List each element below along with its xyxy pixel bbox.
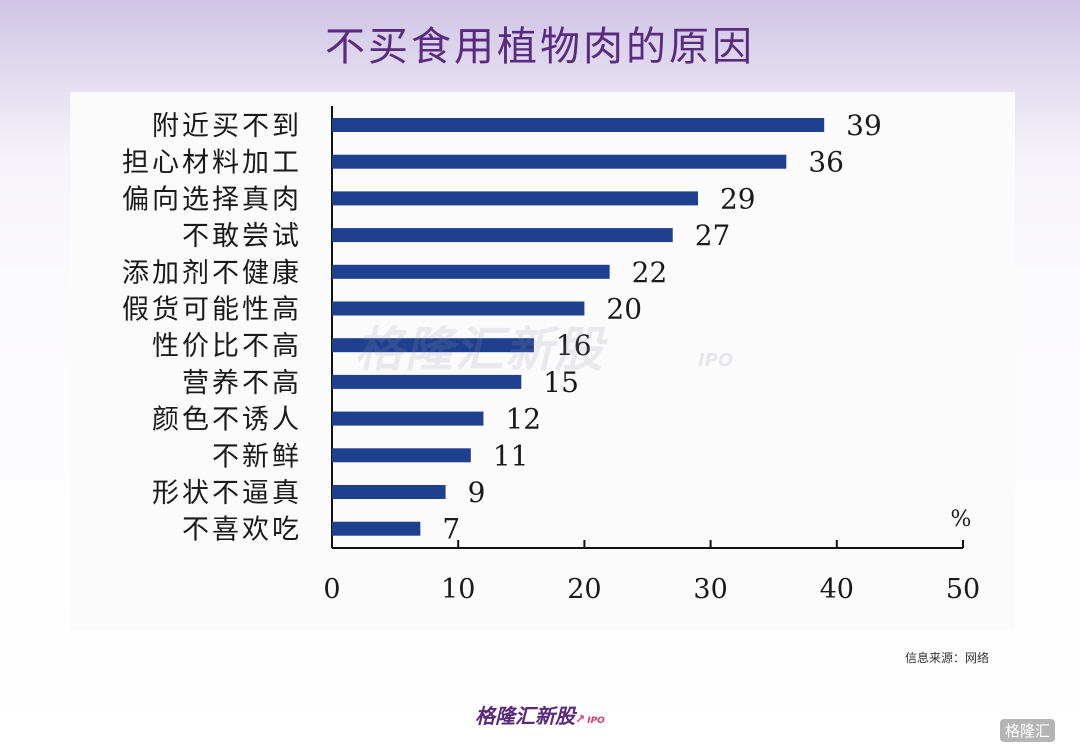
bar-value-label: 11 <box>493 439 529 472</box>
x-tick-label: 20 <box>567 574 601 605</box>
footer-logo-text: 格隆汇新股 <box>475 704 576 728</box>
bar-value-label: 22 <box>632 256 668 289</box>
watermark-sub: IPO <box>698 350 734 371</box>
bar-value-label: 12 <box>505 403 541 436</box>
bar-value-label: 9 <box>468 476 486 509</box>
category-label: 不喜欢吃 <box>182 515 302 546</box>
bar <box>332 338 534 353</box>
bar-value-label: 16 <box>556 329 592 362</box>
bar <box>332 118 825 132</box>
bar <box>332 154 787 169</box>
bar-value-label: 39 <box>846 109 882 142</box>
category-label: 附近买不到 <box>152 111 302 142</box>
footer-logo-sub: IPO <box>587 716 605 726</box>
x-tick-label: 40 <box>820 574 854 605</box>
bar-value-label: 29 <box>720 182 756 215</box>
x-tick-label: 50 <box>946 574 980 605</box>
bar <box>332 411 484 426</box>
category-label: 颜色不诱人 <box>152 405 302 436</box>
bar <box>332 485 446 499</box>
x-tick-label: 0 <box>323 574 340 605</box>
arrow-icon: ↗ <box>575 712 586 726</box>
watermark: 格隆汇新股 <box>355 322 606 378</box>
bar-chart: 0 10 20 30 40 50% 39 附近买不到 36 担心材料加工 29 偏向选择真肉 27 不敢尝… <box>122 106 980 605</box>
source-note: 信息来源：网络 <box>905 651 990 665</box>
bar-value-label: 36 <box>808 146 844 179</box>
category-label: 偏向选择真肉 <box>122 184 302 215</box>
category-label: 形状不逼真 <box>152 478 302 509</box>
bar <box>332 448 471 463</box>
bar <box>332 191 698 206</box>
corner-badge: 格隆汇 <box>1000 719 1056 742</box>
bar-value-label: 20 <box>606 293 642 326</box>
category-label: 假货可能性高 <box>122 295 302 326</box>
category-label: 性价比不高 <box>152 331 302 362</box>
bar <box>332 374 522 389</box>
category-label: 不敢尝试 <box>182 221 302 252</box>
page-title: 不买食用植物肉的原因 <box>325 24 755 70</box>
chart-panel: 0 10 20 30 40 50% 39 附近买不到 36 担心材料加工 29 偏向选择真肉 27 不敢尝… <box>70 92 1015 630</box>
category-label: 不新鲜 <box>212 441 302 472</box>
bar-value-label: 15 <box>543 366 579 399</box>
bar <box>332 264 610 279</box>
footer-logo: 格隆汇新股↗ IPO <box>0 700 1080 729</box>
bar <box>332 301 585 316</box>
bar <box>332 521 421 536</box>
category-label: 担心材料加工 <box>122 148 302 179</box>
bar-value-label: 7 <box>442 513 460 546</box>
x-tick-label: 30 <box>693 574 727 605</box>
category-label: 添加剂不健康 <box>122 258 302 289</box>
category-label: 营养不高 <box>182 368 302 399</box>
unit-label: % <box>951 507 972 532</box>
bar <box>332 228 673 243</box>
x-tick-label: 10 <box>441 574 475 605</box>
bar-value-label: 27 <box>695 219 731 252</box>
